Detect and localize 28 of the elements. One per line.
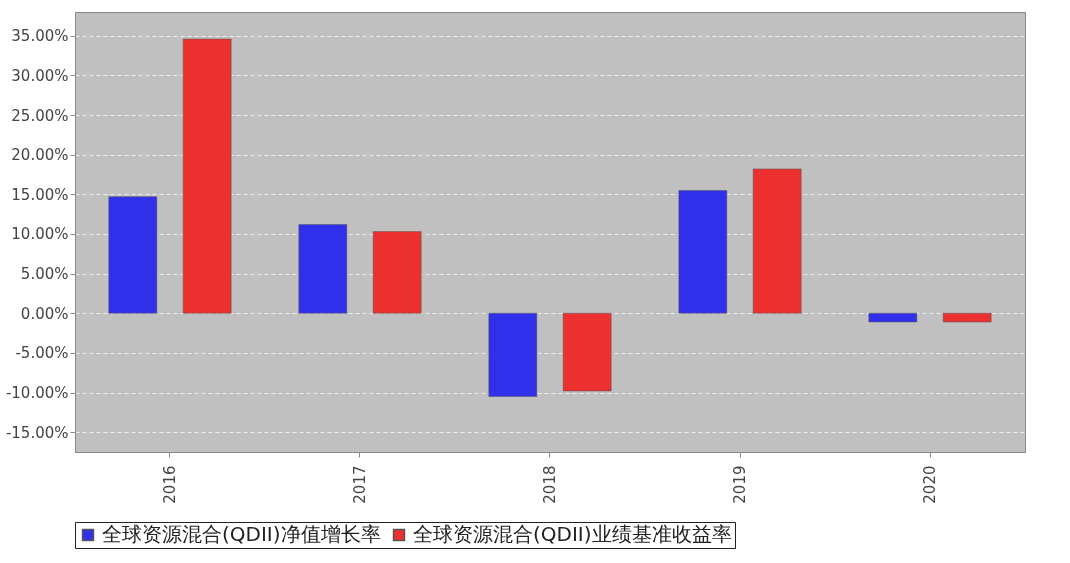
y-tick-label: 20.00%: [11, 146, 69, 165]
y-tick-label: 35.00%: [11, 27, 69, 46]
bar: [868, 313, 918, 323]
x-tick-label: 2017: [351, 465, 369, 504]
bar: [562, 313, 612, 392]
bar: [942, 313, 992, 323]
y-tick-label: -5.00%: [15, 344, 69, 363]
legend-label: 全球资源混合(QDII)净值增长率: [102, 522, 381, 546]
y-tick-label: -10.00%: [5, 384, 69, 403]
y-tick-label: -15.00%: [5, 423, 69, 442]
bar: [752, 168, 802, 314]
y-tick-label: 0.00%: [20, 304, 69, 323]
x-tick-label: 2018: [541, 465, 559, 504]
bar: [678, 190, 728, 314]
y-tick-label: 30.00%: [11, 66, 69, 85]
x-tick-label: 2020: [921, 465, 939, 504]
legend-label: 全球资源混合(QDII)业绩基准收益率: [413, 522, 732, 546]
bar: [488, 313, 538, 397]
bar: [108, 196, 158, 314]
y-tick-label: 10.00%: [11, 225, 69, 244]
bar: [298, 224, 348, 314]
bar: [372, 231, 422, 314]
x-tick-label: 2019: [731, 465, 749, 504]
y-tick-label: 5.00%: [20, 265, 69, 284]
y-tick-label: 25.00%: [11, 106, 69, 125]
bar: [182, 38, 232, 314]
y-tick-label: 15.00%: [11, 185, 69, 204]
x-tick-label: 2016: [161, 465, 179, 504]
